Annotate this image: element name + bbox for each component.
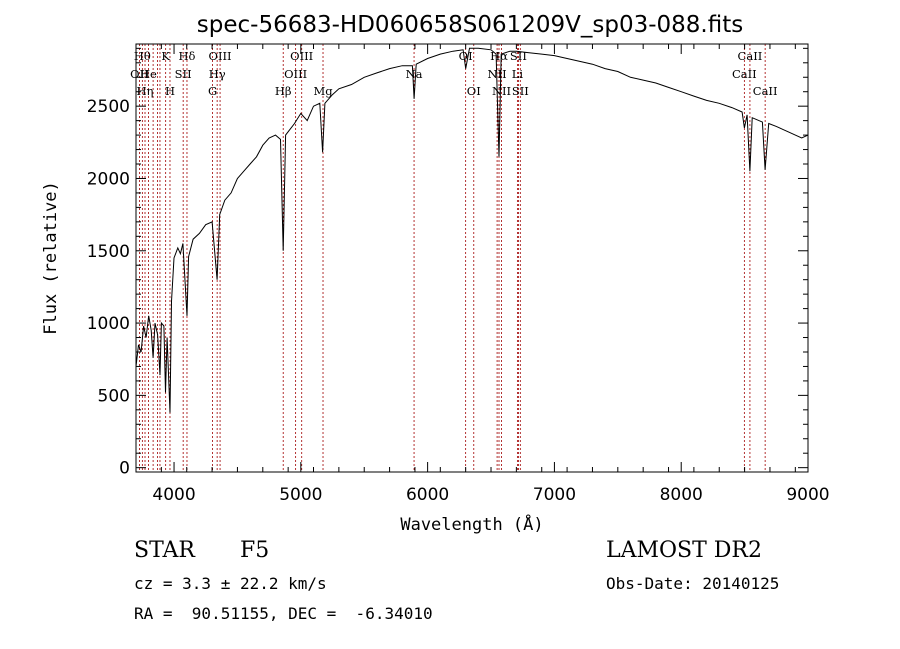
line-label: K	[161, 49, 170, 63]
plot-frame	[135, 43, 809, 473]
line-label: OI	[467, 84, 481, 98]
line-label: OIII	[284, 67, 307, 81]
y-tick-label: 0	[119, 459, 130, 479]
line-label: Hγ	[209, 67, 226, 81]
redshift-readout: cz = 3.3 ± 22.2 km/s	[134, 574, 327, 593]
x-axis: 4000 5000 6000 7000 8000 9000	[135, 44, 830, 505]
line-label: CaII	[753, 84, 778, 98]
line-label: CaII	[738, 49, 763, 63]
line-label: SII	[510, 49, 527, 63]
y-tick-label: 2000	[87, 169, 130, 189]
line-label: NII	[492, 84, 511, 98]
y-axis-label: Flux (relative)	[41, 181, 61, 335]
line-label: Hθ	[134, 49, 151, 63]
y-tick-label: 500	[98, 386, 130, 406]
y-tick-label: 1500	[87, 242, 130, 262]
x-tick-label: 7000	[533, 485, 576, 505]
x-tick-label: 8000	[660, 485, 703, 505]
survey-label: LAMOST DR2	[606, 538, 762, 563]
object-subclass: F5	[240, 538, 270, 563]
line-label: OIII	[209, 49, 232, 63]
line-label: CaII	[732, 67, 757, 81]
line-label: G	[208, 84, 217, 98]
y-tick-label: 1000	[87, 314, 130, 334]
line-label: Hβ	[275, 84, 292, 98]
y-tick-label: 2500	[87, 97, 130, 117]
x-tick-label: 6000	[406, 485, 449, 505]
x-axis-label: Wavelength (Å)	[400, 513, 543, 535]
line-label: SII	[512, 84, 529, 98]
line-label: H	[165, 84, 175, 98]
y-axis: 0 500 1000 1500 2000 2500	[87, 47, 808, 479]
x-tick-label: 4000	[152, 485, 195, 505]
obs-date: Obs-Date: 20140125	[606, 574, 780, 593]
line-label: Li	[512, 67, 524, 81]
line-label: OI	[459, 49, 473, 63]
x-tick-label: 9000	[786, 485, 829, 505]
spectral-line-labels: OIIHθHηHeKHSIIHδGHγOIIIHβOIIIOIIIMgNaOIO…	[130, 49, 777, 98]
line-label: He	[140, 67, 157, 81]
spectrum-line	[135, 47, 809, 413]
spectral-line-markers	[139, 44, 766, 472]
line-label: Hη	[137, 84, 154, 98]
line-label: SII	[175, 67, 192, 81]
line-label: Hδ	[178, 49, 195, 63]
coordinates-readout: RA = 90.51155, DEC = -6.34010	[134, 604, 433, 623]
line-label: Na	[406, 67, 423, 81]
line-label: OII	[130, 67, 149, 81]
x-tick-label: 5000	[279, 485, 322, 505]
object-class: STAR	[134, 538, 195, 563]
line-label: Mg	[313, 84, 333, 98]
chart-title: spec-56683-HD060658S061209V_sp03-088.fit…	[197, 12, 743, 38]
line-label: OIII	[290, 49, 313, 63]
